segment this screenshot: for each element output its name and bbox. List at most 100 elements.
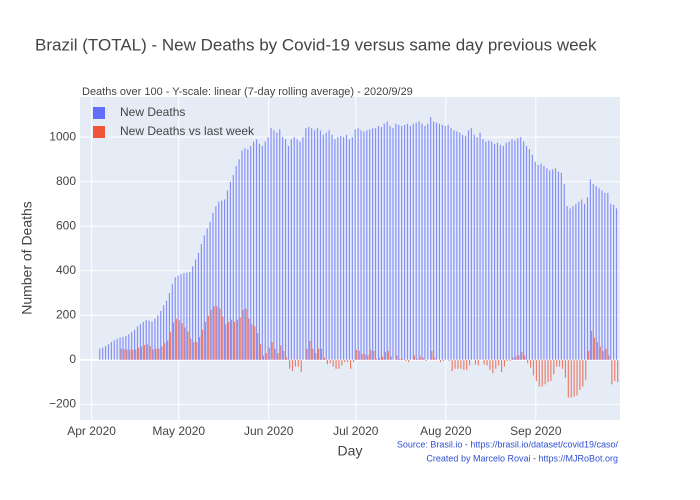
bar <box>354 129 356 360</box>
bar <box>537 164 539 360</box>
bar <box>535 359 537 382</box>
bar <box>163 305 165 360</box>
bar <box>216 306 218 360</box>
bar <box>319 130 321 360</box>
bar <box>244 148 246 360</box>
bar <box>102 347 104 360</box>
y-tick-label: 600 <box>56 218 76 232</box>
bar <box>509 359 511 361</box>
bar <box>183 272 185 360</box>
x-tick-label: Jul 2020 <box>333 424 379 438</box>
bar <box>381 356 384 360</box>
bar <box>122 336 124 360</box>
bar <box>576 359 578 396</box>
bar <box>570 359 572 398</box>
bar <box>479 132 481 360</box>
bar <box>572 206 574 360</box>
bar <box>469 359 471 366</box>
bar <box>453 130 455 360</box>
bar <box>358 350 360 360</box>
bar <box>290 139 292 360</box>
bar <box>134 329 136 360</box>
bar <box>448 359 450 361</box>
bar <box>505 142 507 360</box>
bar <box>494 143 496 360</box>
x-tick-label: Apr 2020 <box>67 424 116 438</box>
bar <box>604 192 606 360</box>
bar <box>325 132 327 360</box>
bar <box>415 122 417 360</box>
bar <box>332 359 334 367</box>
bar <box>578 201 580 360</box>
bar <box>175 318 177 360</box>
bar <box>236 319 238 360</box>
bar <box>128 334 130 360</box>
bar <box>347 359 349 363</box>
bar <box>318 348 320 360</box>
bar <box>350 359 352 369</box>
bar <box>207 315 209 360</box>
bar <box>538 359 540 387</box>
bar <box>389 125 391 360</box>
bar <box>152 349 154 360</box>
bar <box>320 348 323 360</box>
x-tick-label: May 2020 <box>152 424 205 438</box>
bar <box>409 125 411 360</box>
bar <box>477 359 479 366</box>
bar <box>146 344 148 360</box>
bars <box>99 117 619 398</box>
bar <box>340 135 342 360</box>
bar <box>593 337 596 360</box>
bar <box>322 134 324 360</box>
bar <box>314 130 316 360</box>
bar <box>363 131 365 360</box>
bar <box>293 137 295 360</box>
bar <box>140 346 143 360</box>
bar <box>496 142 499 360</box>
bar <box>395 123 397 360</box>
bar <box>215 206 217 360</box>
bar <box>608 355 610 360</box>
bar <box>369 129 371 360</box>
bar <box>454 359 456 369</box>
bar <box>305 128 307 360</box>
bar <box>210 309 212 360</box>
bar <box>221 200 223 360</box>
bar <box>462 134 464 360</box>
bar <box>514 140 516 360</box>
bar <box>189 271 191 360</box>
bar <box>495 359 497 369</box>
bar <box>610 203 612 360</box>
bar <box>524 355 526 360</box>
annotation: Source: Brasil.io - https://brasil.io/da… <box>397 439 619 449</box>
bar <box>459 132 461 360</box>
bar <box>541 359 543 387</box>
bar <box>254 326 256 360</box>
bar <box>595 186 597 360</box>
bar <box>404 124 406 360</box>
bar <box>267 137 269 360</box>
bar <box>592 183 594 360</box>
bar <box>605 348 607 360</box>
bar <box>489 359 491 370</box>
bar <box>242 309 244 360</box>
bar <box>563 183 565 360</box>
legend-label: New Deaths <box>120 105 185 119</box>
y-tick-label: 800 <box>56 174 76 188</box>
bar <box>280 345 282 360</box>
bar <box>203 235 205 360</box>
x-tick-label: Aug 2020 <box>420 424 472 438</box>
bar <box>431 350 433 360</box>
bar <box>257 333 259 360</box>
bar <box>464 135 467 360</box>
bar <box>113 340 115 360</box>
bar <box>586 197 589 360</box>
y-axis-title: Number of Deaths <box>19 201 35 315</box>
bar <box>357 128 359 360</box>
bar <box>323 357 326 360</box>
bar <box>302 137 304 360</box>
bar <box>178 320 180 360</box>
bar <box>129 349 131 360</box>
bar <box>286 357 288 360</box>
bar <box>442 359 445 361</box>
